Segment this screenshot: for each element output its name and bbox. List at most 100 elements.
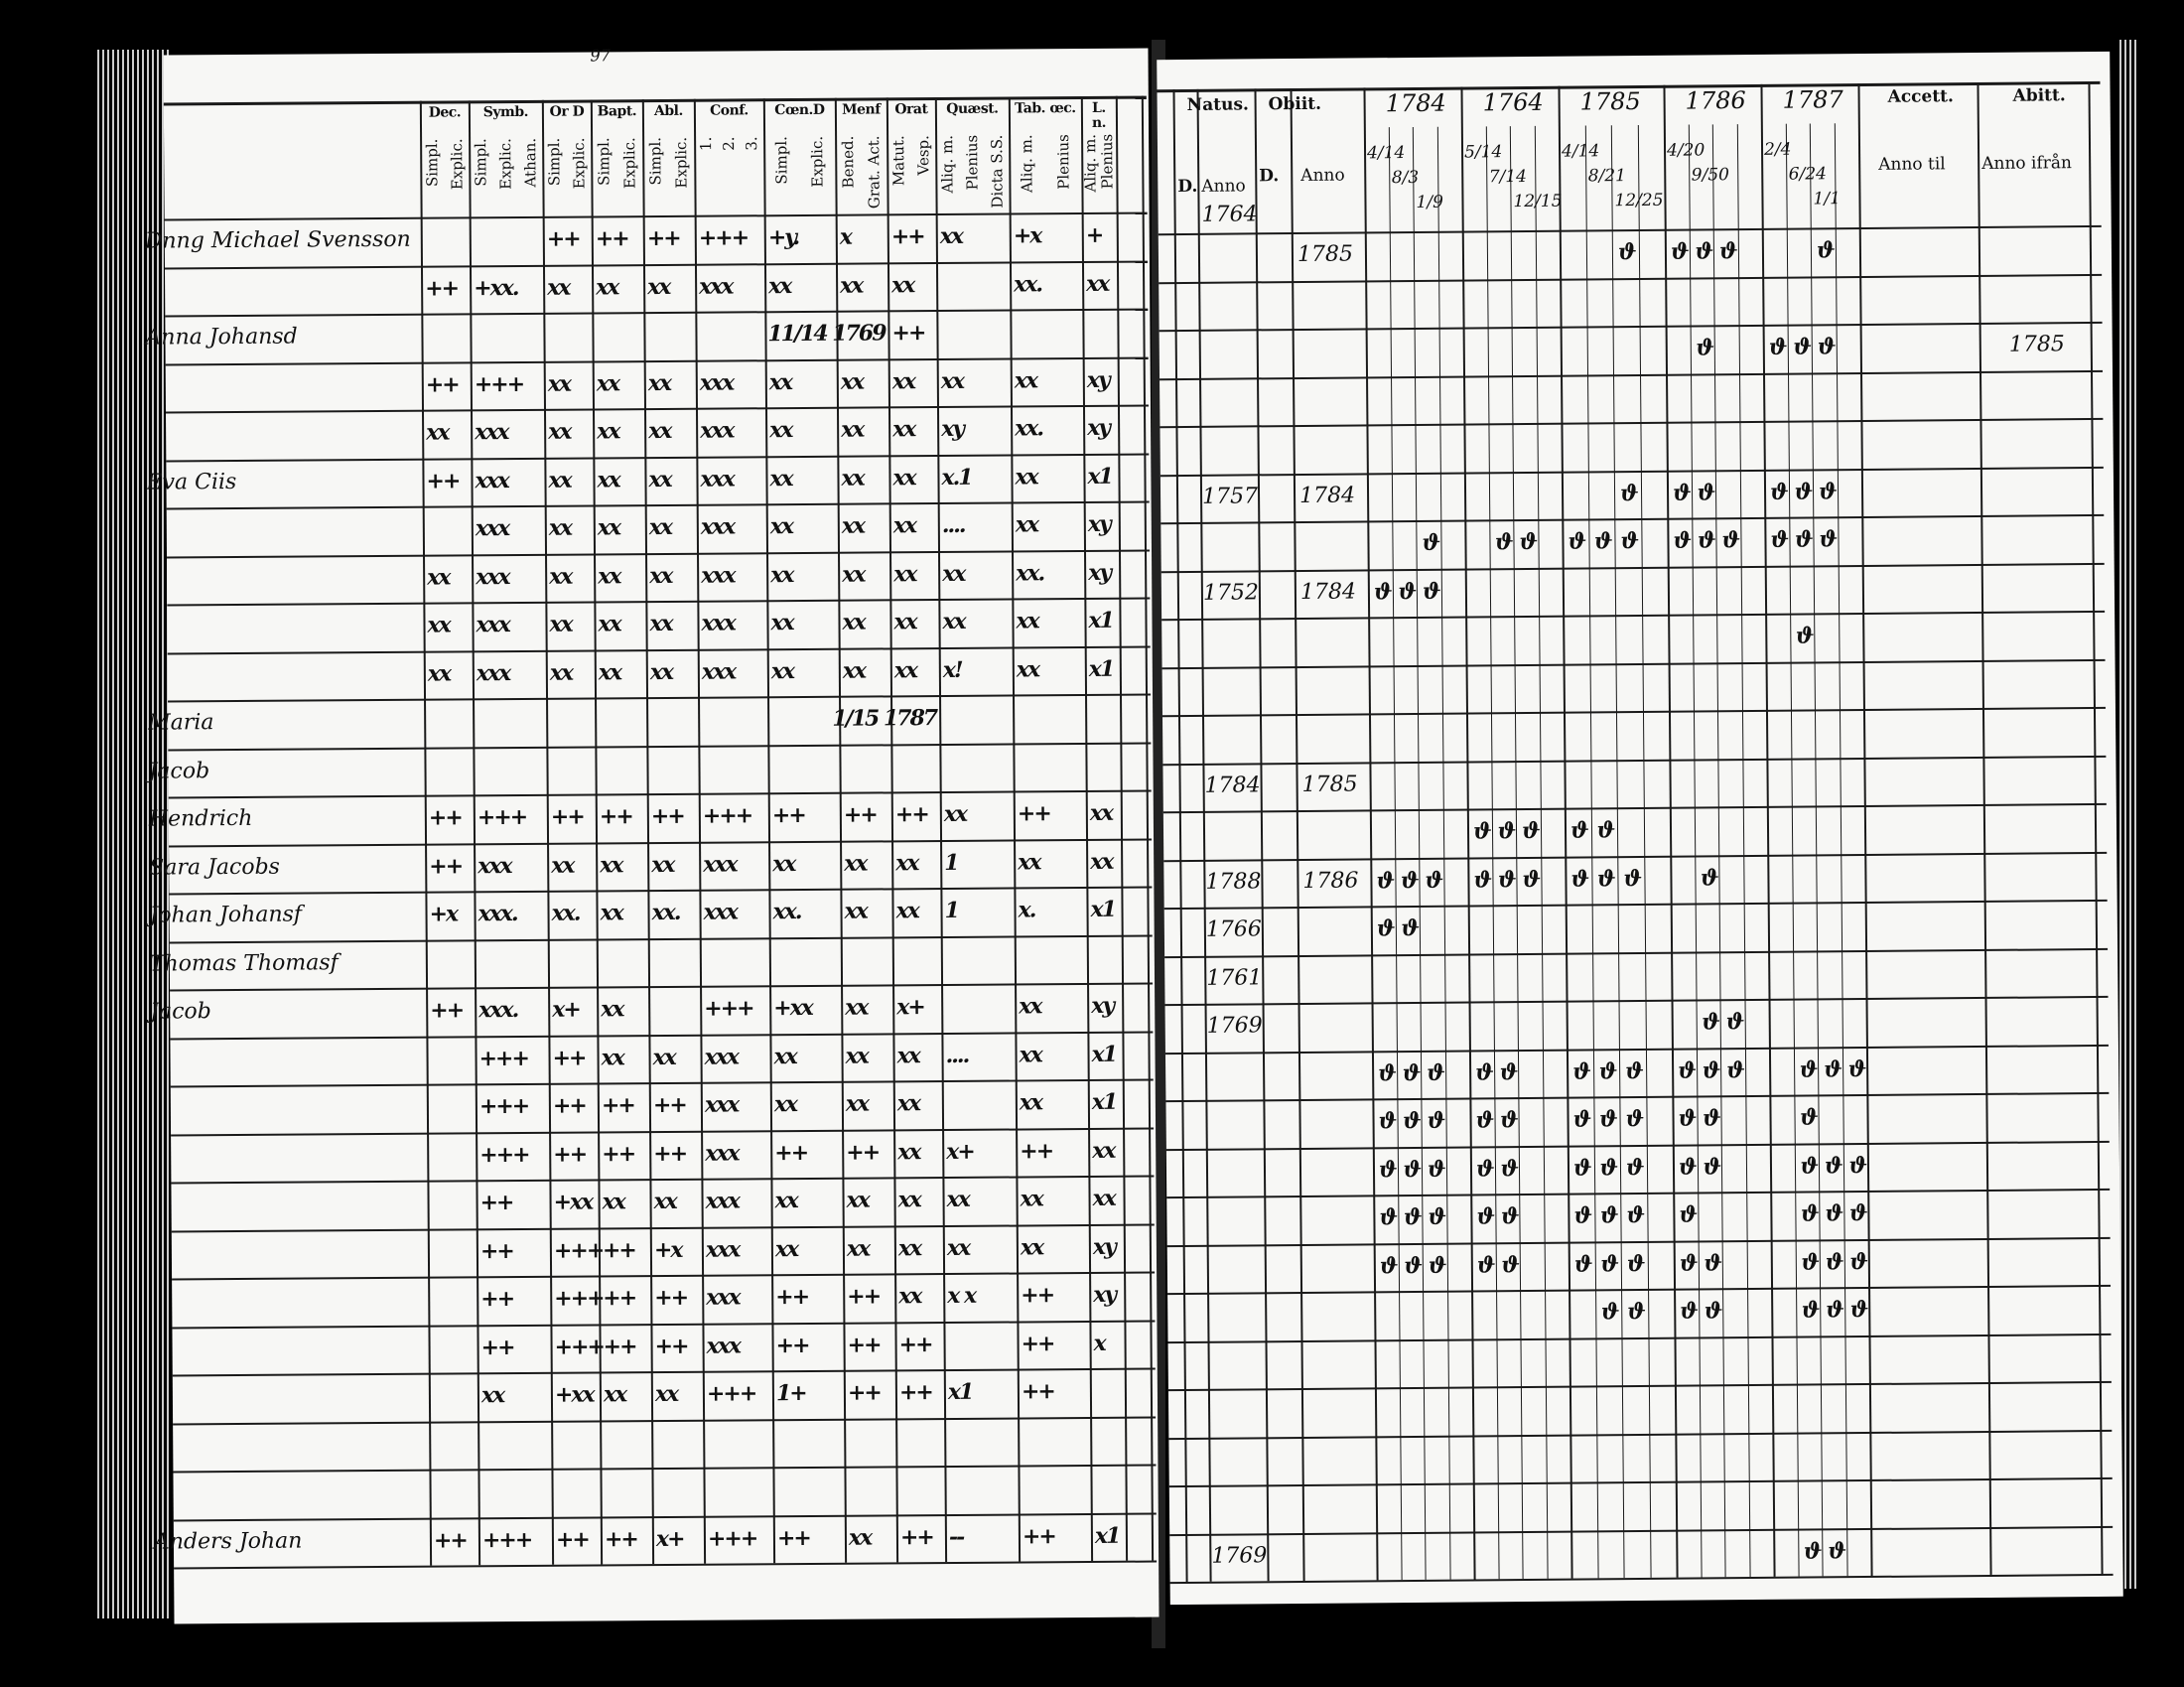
catechism-mark: +++	[553, 1236, 604, 1264]
year-subcolumn-rule	[1610, 125, 1625, 1579]
catechism-mark: xx	[596, 273, 618, 300]
catechism-mark: xx	[480, 1382, 504, 1409]
catechism-mark: xxx	[478, 852, 511, 879]
column-rule	[2088, 81, 2104, 1574]
catechism-mark: xx	[770, 657, 794, 684]
row-rule	[1160, 513, 2105, 525]
year-header: 1764	[1482, 87, 1544, 117]
column-subheader: Simpl.	[545, 137, 564, 187]
catechism-mark: xx	[897, 1138, 920, 1165]
attendance-mark: ϑ	[1472, 818, 1492, 845]
attendance-mark: ϑ	[1475, 1107, 1495, 1134]
column-rule	[886, 97, 899, 1563]
catechism-mark: xxx	[703, 850, 737, 878]
catechism-mark: xx	[648, 417, 671, 445]
catechism-mark: xx	[551, 852, 574, 879]
attendance-mark: ϑ	[1572, 1057, 1591, 1085]
attendance-mark: ϑ	[1721, 527, 1741, 554]
exam-date: 6/24	[1788, 164, 1828, 185]
catechism-mark: ++	[433, 1526, 467, 1554]
catechism-mark: x.	[1018, 897, 1035, 923]
catechism-mark: xx.	[651, 899, 680, 926]
catechism-mark: ++	[553, 1141, 587, 1168]
row-rule	[1162, 755, 2107, 766]
column-subheader: Plenius	[1098, 133, 1117, 190]
column-header: Abl.	[653, 102, 683, 120]
exam-date: 5/14	[1463, 142, 1503, 163]
birth-year: 1752	[1202, 579, 1260, 606]
attendance-mark: ϑ	[1596, 817, 1616, 844]
row-rule	[170, 982, 1154, 992]
column-subheader: Simpl.	[595, 137, 614, 186]
catechism-mark: xxx	[476, 563, 509, 590]
catechism-mark: xx	[892, 512, 916, 539]
catechism-mark: xx	[1086, 270, 1109, 297]
attendance-mark: ϑ	[1800, 1152, 1820, 1180]
catechism-mark: ++	[847, 1331, 881, 1358]
catechism-mark: xx	[940, 367, 964, 394]
row-rule	[174, 1560, 1158, 1570]
row-rule	[1160, 369, 2104, 380]
attendance-mark: ϑ	[1400, 867, 1420, 894]
catechism-mark: 1+	[775, 1379, 806, 1407]
catechism-mark: +x	[1013, 222, 1041, 249]
catechism-mark: +++	[477, 803, 527, 831]
catechism-mark: xx	[946, 1186, 969, 1213]
person-name: Anna Johansd	[145, 324, 298, 351]
person-name: Anders Johan	[153, 1528, 303, 1555]
catechism-mark: xx	[1015, 463, 1037, 491]
catechism-mark: ++	[847, 1379, 881, 1406]
attendance-mark: ϑ	[1824, 1152, 1843, 1179]
attendance-mark: ϑ	[1670, 238, 1690, 265]
catechism-mark: xy	[941, 415, 964, 443]
row-rule	[1167, 1380, 2112, 1392]
catechism-mark: x+	[946, 1138, 974, 1165]
column-subheader: Explic.	[620, 137, 639, 190]
death-year: 1784	[1299, 578, 1357, 605]
catechism-mark: xx	[841, 465, 864, 492]
catechism-mark: xy	[1087, 510, 1110, 537]
row-rule	[1164, 1044, 2109, 1054]
catechism-mark: 1/15 1787	[832, 705, 937, 732]
death-year: 1785	[1301, 771, 1358, 797]
attendance-mark: ϑ	[1600, 1250, 1620, 1277]
catechism-mark: xx	[652, 1044, 675, 1070]
catechism-mark: xx	[773, 1043, 796, 1069]
attendance-mark: ϑ	[1378, 1108, 1398, 1135]
catechism-mark: xx	[891, 271, 914, 298]
catechism-mark: ++	[847, 1283, 881, 1310]
accett-header: Accett.	[1887, 86, 1955, 107]
attendance-mark: ϑ	[1702, 1009, 1720, 1036]
catechism-mark: ++	[602, 1236, 635, 1263]
row-rule	[1165, 1091, 2110, 1103]
catechism-mark: xx	[427, 612, 450, 638]
attendance-mark: ϑ	[1501, 1251, 1521, 1278]
catechism-mark: xx	[648, 513, 672, 541]
natus-anno: Anno	[1201, 176, 1246, 197]
catechism-mark: xx	[1019, 993, 1041, 1020]
attendance-mark: ϑ	[1825, 1248, 1844, 1275]
catechism-mark: xx	[773, 1091, 797, 1118]
column-subheader: Explic.	[808, 135, 827, 188]
page-number: 97	[590, 46, 611, 66]
birth-year: 1769	[1206, 1013, 1263, 1039]
catechism-mark: xxx	[700, 417, 734, 444]
row-rule	[173, 1512, 1157, 1521]
catechism-mark: xx	[845, 1043, 868, 1069]
catechism-mark: xx	[649, 658, 673, 685]
catechism-mark: xx	[841, 416, 864, 443]
attendance-mark: ϑ	[1427, 1107, 1446, 1134]
column-subheader: Simpl.	[423, 138, 442, 188]
catechism-mark: ++	[430, 997, 464, 1024]
attendance-mark: ϑ	[1704, 1249, 1723, 1276]
year-header: 1787	[1782, 85, 1843, 114]
attendance-mark: ϑ	[1598, 1106, 1618, 1133]
row-rule	[165, 308, 1149, 318]
column-subheader: Simpl.	[646, 136, 665, 186]
catechism-mark: xx	[844, 898, 867, 924]
attendance-mark: ϑ	[1697, 527, 1716, 554]
catechism-mark: +xx	[553, 1189, 593, 1215]
column-subheader: Grat. Act.	[865, 135, 884, 210]
death-year: 1784	[1298, 482, 1356, 508]
column-header: Or D	[549, 103, 585, 120]
